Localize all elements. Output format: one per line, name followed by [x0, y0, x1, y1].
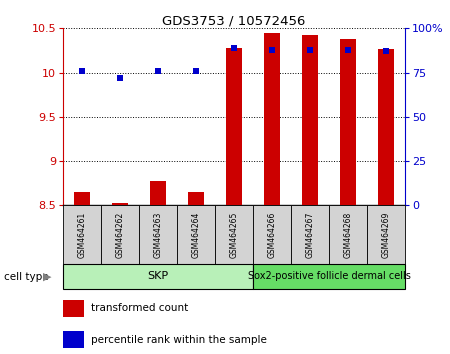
Text: Sox2-positive follicle dermal cells: Sox2-positive follicle dermal cells	[248, 271, 410, 281]
Text: SKP: SKP	[148, 271, 169, 281]
Text: GSM464261: GSM464261	[77, 211, 86, 258]
Text: percentile rank within the sample: percentile rank within the sample	[91, 335, 267, 344]
Text: GSM464263: GSM464263	[153, 211, 162, 258]
Bar	[189, 192, 203, 205]
Text: GSM464264: GSM464264	[192, 211, 201, 258]
Bar	[253, 205, 291, 264]
Text: GSM464266: GSM464266	[267, 211, 276, 258]
Bar	[150, 181, 166, 205]
Bar	[74, 192, 90, 205]
Bar	[226, 48, 242, 205]
Bar	[63, 264, 253, 289]
Bar	[367, 205, 405, 264]
Bar	[63, 300, 84, 317]
Bar	[265, 33, 279, 205]
Title: GDS3753 / 10572456: GDS3753 / 10572456	[162, 14, 306, 27]
Text: ▶: ▶	[43, 272, 52, 282]
Text: GSM464262: GSM464262	[116, 211, 125, 258]
Bar	[291, 205, 329, 264]
Text: GSM464267: GSM464267	[306, 211, 315, 258]
Bar	[101, 205, 139, 264]
Bar	[215, 205, 253, 264]
Bar	[63, 331, 84, 348]
Bar	[177, 205, 215, 264]
Bar	[302, 34, 318, 205]
Bar	[340, 39, 356, 205]
Bar	[63, 205, 101, 264]
Bar	[253, 264, 405, 289]
Bar	[112, 202, 128, 205]
Text: GSM464265: GSM464265	[230, 211, 238, 258]
Text: cell type: cell type	[4, 272, 49, 282]
Text: GSM464269: GSM464269	[382, 211, 391, 258]
Bar	[378, 49, 394, 205]
Bar	[329, 205, 367, 264]
Text: transformed count: transformed count	[91, 303, 189, 313]
Text: GSM464268: GSM464268	[343, 211, 352, 258]
Bar	[139, 205, 177, 264]
